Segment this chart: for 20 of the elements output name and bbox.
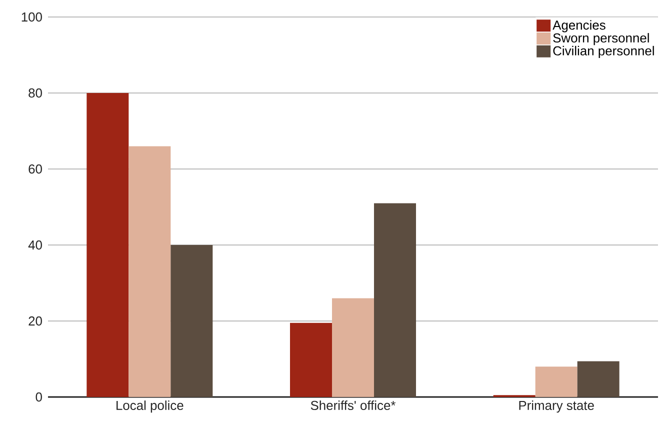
x-tick-label: Primary state [519,400,594,413]
bar [86,92,129,397]
y-tick-label: 40 [28,240,42,250]
bar [170,245,213,397]
bar [332,298,374,397]
y-tick-label: 100 [22,12,42,22]
bar [374,203,416,397]
legend-label: Civilian personnel [553,46,654,58]
y-tick-label: 20 [28,316,42,326]
y-tick-label: 0 [36,392,42,402]
bar [290,322,332,397]
x-tick-label: Sheriffs' office* [310,400,396,410]
y-tick-label: 60 [28,164,42,174]
legend-label: Agencies [552,20,606,32]
y-tick-label: 80 [28,88,42,98]
bar [128,146,171,397]
x-tick-label: Local police [116,400,184,413]
bar [577,361,620,397]
legend-label: Sworn personnel [553,33,649,46]
bar [535,366,578,397]
